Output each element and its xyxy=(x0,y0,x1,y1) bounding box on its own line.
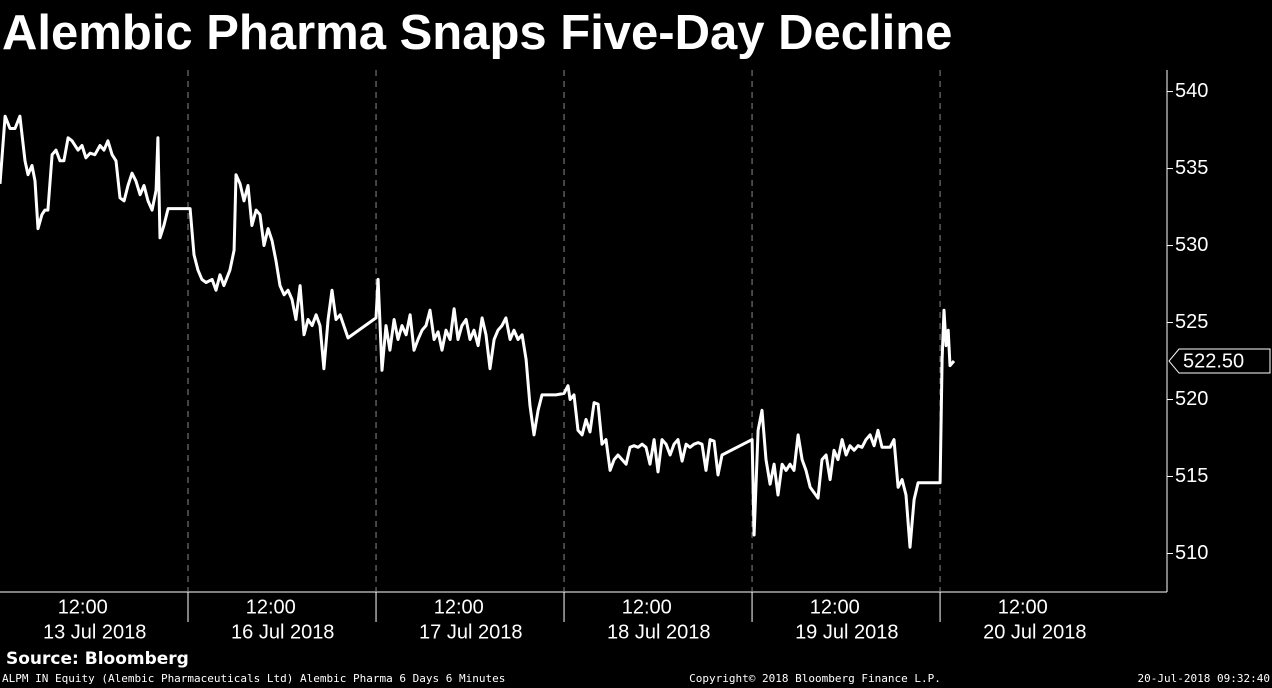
y-tick-label: 520 xyxy=(1175,388,1208,410)
x-date-label: 18 Jul 2018 xyxy=(607,621,710,643)
price-line xyxy=(0,114,956,549)
footer-right: 20-Jul-2018 09:32:40 xyxy=(1138,672,1270,685)
x-tick-label: 12:00 xyxy=(622,596,672,618)
x-tick-label: 12:00 xyxy=(810,596,860,618)
x-date-label: 13 Jul 2018 xyxy=(43,621,146,643)
y-tick-label: 540 xyxy=(1175,80,1208,102)
x-date-label: 19 Jul 2018 xyxy=(795,621,898,643)
x-tick-label: 12:00 xyxy=(434,596,484,618)
footer-left: ALPM IN Equity (Alembic Pharmaceuticals … xyxy=(2,672,505,685)
last-price-box xyxy=(1168,348,1271,374)
y-tick-label: 535 xyxy=(1175,157,1208,179)
x-tick-label: 12:00 xyxy=(58,596,108,618)
y-tick-label: 515 xyxy=(1175,465,1208,487)
y-tick-label: 525 xyxy=(1175,311,1208,333)
x-date-label: 17 Jul 2018 xyxy=(419,621,522,643)
y-tick-label: 510 xyxy=(1175,542,1208,564)
x-date-label: 20 Jul 2018 xyxy=(983,621,1086,643)
last-price-label: 522.50 xyxy=(1183,350,1244,372)
chart-title: Alembic Pharma Snaps Five-Day Decline xyxy=(2,6,952,60)
footer-center: Copyright© 2018 Bloomberg Finance L.P. xyxy=(689,672,941,685)
x-date-label: 16 Jul 2018 xyxy=(231,621,334,643)
x-tick-label: 12:00 xyxy=(246,596,296,618)
source: Source: Bloomberg xyxy=(6,649,189,669)
x-tick-label: 12:00 xyxy=(998,596,1048,618)
y-tick-label: 530 xyxy=(1175,234,1208,256)
